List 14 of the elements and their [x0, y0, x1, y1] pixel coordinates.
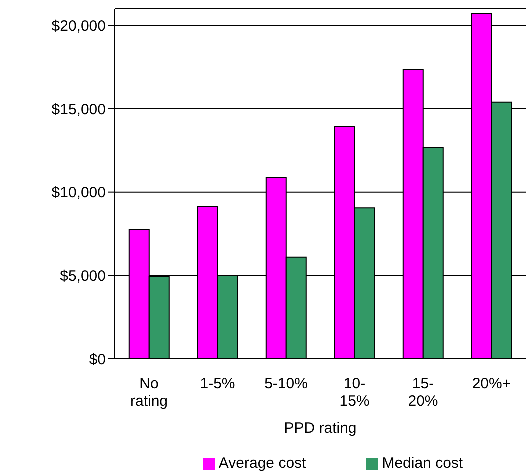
x-tick-label: 20%+ — [472, 376, 512, 392]
legend-label: Average cost — [218, 455, 306, 472]
x-tick-label: 15-20% — [408, 376, 438, 410]
y-tick-label: $0 — [89, 351, 106, 368]
y-tick-label: $15,000 — [52, 101, 106, 118]
x-tick-label: 5-10% — [264, 376, 308, 392]
x-tick-label: No rating — [130, 376, 168, 410]
x-axis-title: PPD rating — [284, 420, 357, 437]
y-tick-label: $10,000 — [52, 184, 106, 202]
x-tick-label: 10-15% — [340, 376, 370, 410]
y-tick-label: $20,000 — [52, 18, 106, 35]
legend-label: Median cost — [382, 455, 464, 472]
x-tick-label: 1-5% — [200, 376, 236, 392]
y-tick-label: $5,000 — [60, 268, 106, 285]
